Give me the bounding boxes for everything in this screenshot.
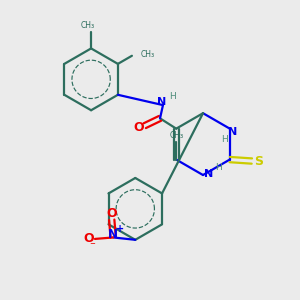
Text: N: N — [228, 127, 237, 137]
Text: H: H — [169, 92, 176, 101]
Text: O: O — [83, 232, 94, 245]
Text: CH₃: CH₃ — [81, 21, 95, 30]
Text: N: N — [108, 228, 118, 241]
Text: H: H — [215, 163, 222, 172]
Text: +: + — [116, 224, 124, 234]
Text: H: H — [221, 135, 228, 144]
Text: CH₃: CH₃ — [169, 131, 183, 140]
Text: CH₃: CH₃ — [140, 50, 154, 59]
Text: O: O — [106, 207, 117, 220]
Text: N: N — [157, 97, 166, 107]
Text: N: N — [204, 169, 213, 178]
Text: O: O — [133, 121, 144, 134]
Text: S: S — [254, 154, 263, 167]
Text: ⁻: ⁻ — [90, 241, 95, 251]
